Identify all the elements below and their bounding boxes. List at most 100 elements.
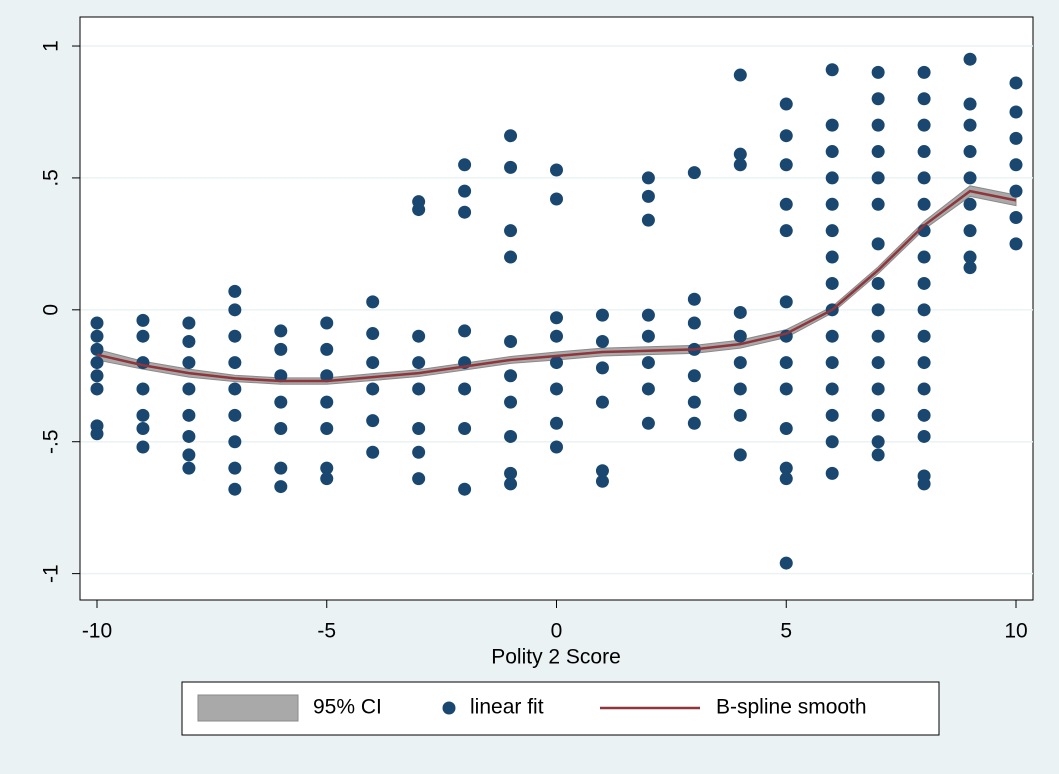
y-tick-label: .5 bbox=[40, 169, 63, 187]
scatter-point bbox=[182, 316, 196, 330]
plot-area bbox=[79, 16, 1034, 601]
scatter-point bbox=[779, 158, 793, 172]
scatter-point bbox=[136, 329, 150, 343]
scatter-point bbox=[504, 466, 518, 480]
scatter-point bbox=[366, 445, 380, 459]
scatter-point bbox=[182, 382, 196, 396]
scatter-point bbox=[550, 356, 563, 370]
scatter-point bbox=[90, 369, 104, 383]
scatter-point bbox=[595, 474, 609, 488]
scatter-point bbox=[504, 129, 518, 143]
scatter-point bbox=[825, 63, 839, 77]
legend-label: 95% CI bbox=[313, 696, 382, 719]
scatter-point bbox=[366, 414, 380, 428]
scatter-point bbox=[779, 422, 793, 436]
scatter-point bbox=[963, 171, 977, 185]
scatter-point bbox=[458, 382, 472, 396]
scatter-point bbox=[871, 118, 885, 132]
scatter-point bbox=[228, 435, 242, 449]
scatter-point bbox=[320, 342, 334, 356]
scatter-point bbox=[228, 382, 242, 396]
x-tick-label: 0 bbox=[551, 620, 563, 643]
scatter-point bbox=[871, 435, 885, 449]
scatter-point bbox=[595, 464, 609, 478]
x-tick-label: 5 bbox=[780, 620, 792, 643]
scatter-point bbox=[871, 448, 885, 462]
scatter-point bbox=[550, 329, 563, 343]
x-tick-label: -10 bbox=[82, 620, 112, 643]
scatter-point bbox=[550, 163, 563, 177]
scatter-point bbox=[871, 92, 885, 106]
scatter-point bbox=[595, 334, 609, 348]
scatter-point bbox=[228, 482, 242, 496]
scatter-point bbox=[320, 461, 334, 475]
scatter-point bbox=[90, 356, 104, 370]
scatter-point bbox=[917, 329, 931, 343]
scatter-point bbox=[458, 158, 472, 172]
scatter-point bbox=[733, 68, 747, 82]
scatter-point bbox=[917, 356, 931, 370]
scatter-point bbox=[641, 308, 655, 322]
scatter-point bbox=[733, 356, 747, 370]
scatter-point bbox=[90, 329, 104, 343]
scatter-point bbox=[779, 129, 793, 143]
scatter-point bbox=[825, 435, 839, 449]
scatter-point bbox=[917, 145, 931, 159]
scatter-point bbox=[504, 477, 518, 491]
scatter-point bbox=[412, 356, 426, 370]
scatter-point bbox=[274, 461, 288, 475]
scatter-point bbox=[458, 324, 472, 338]
scatter-point bbox=[182, 448, 196, 462]
scatter-point bbox=[917, 171, 931, 185]
scatter-point bbox=[412, 445, 426, 459]
scatter-point bbox=[1009, 210, 1023, 224]
scatter-point bbox=[90, 316, 104, 330]
scatter-point bbox=[641, 189, 655, 203]
spline-line bbox=[96, 189, 1017, 383]
scatter-point bbox=[917, 65, 931, 79]
scatter-point bbox=[917, 382, 931, 396]
scatter-point bbox=[917, 276, 931, 290]
scatter-point bbox=[825, 276, 839, 290]
scatter-point bbox=[228, 461, 242, 475]
scatter-point bbox=[228, 303, 242, 317]
scatter-point bbox=[228, 408, 242, 422]
scatter-point bbox=[320, 472, 334, 486]
scatter-point bbox=[504, 334, 518, 348]
scatter-point bbox=[871, 382, 885, 396]
scatter-point bbox=[136, 408, 150, 422]
scatter-point bbox=[871, 65, 885, 79]
scatter-point bbox=[733, 448, 747, 462]
scatter-point bbox=[687, 292, 701, 306]
scatter-point bbox=[963, 118, 977, 132]
x-tick-label: -5 bbox=[317, 620, 336, 643]
scatter-point bbox=[182, 408, 196, 422]
scatter-point bbox=[550, 440, 563, 454]
x-tick-label: 10 bbox=[1004, 620, 1027, 643]
scatter-point bbox=[871, 171, 885, 185]
scatter-point bbox=[825, 171, 839, 185]
scatter-point bbox=[504, 224, 518, 238]
scatter-point bbox=[825, 224, 839, 238]
scatter-point bbox=[412, 472, 426, 486]
scatter-point bbox=[182, 429, 196, 443]
scatter-point bbox=[595, 361, 609, 375]
scatter-point bbox=[458, 482, 472, 496]
scatter-point bbox=[779, 224, 793, 238]
scatter-point bbox=[963, 52, 977, 66]
scatter-point bbox=[871, 356, 885, 370]
scatter-point bbox=[320, 369, 334, 383]
scatter-point bbox=[963, 97, 977, 111]
scatter-point bbox=[182, 334, 196, 348]
scatter-point bbox=[871, 237, 885, 251]
scatter-point bbox=[274, 342, 288, 356]
scatter-point bbox=[733, 147, 747, 161]
scatter-point bbox=[458, 422, 472, 436]
scatter-point bbox=[274, 480, 288, 494]
x-axis-label: Polity 2 Score bbox=[491, 646, 621, 669]
scatter-point bbox=[687, 316, 701, 330]
scatter-point bbox=[871, 145, 885, 159]
scatter-point bbox=[641, 171, 655, 185]
scatter-point bbox=[228, 329, 242, 343]
scatter-point bbox=[412, 329, 426, 343]
